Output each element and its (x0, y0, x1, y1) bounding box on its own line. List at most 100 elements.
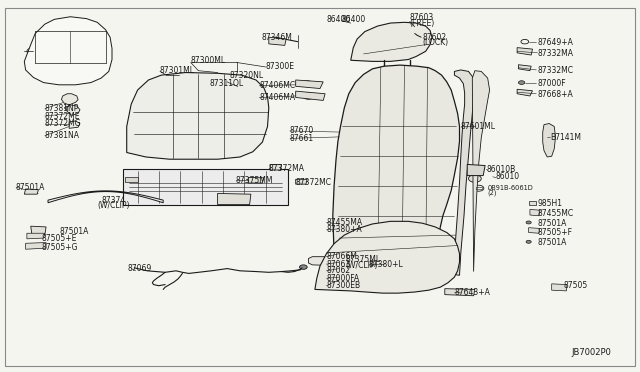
Circle shape (303, 93, 314, 99)
Polygon shape (123, 169, 288, 205)
Polygon shape (517, 48, 532, 55)
Circle shape (526, 240, 531, 243)
Polygon shape (296, 80, 323, 89)
Text: 87375MM: 87375MM (236, 176, 273, 185)
Text: 87332MC: 87332MC (538, 66, 573, 75)
Text: 87066M: 87066M (326, 252, 357, 261)
Text: 985H1: 985H1 (538, 199, 563, 208)
Text: 87455MA: 87455MA (326, 218, 362, 227)
Text: 87300E: 87300E (266, 62, 294, 71)
Text: 87603: 87603 (410, 13, 434, 22)
Text: 87063: 87063 (326, 260, 351, 269)
Polygon shape (248, 177, 264, 183)
Text: 86010B: 86010B (486, 165, 516, 174)
Text: 87381NP: 87381NP (45, 104, 79, 113)
Text: 87372MA: 87372MA (269, 164, 305, 173)
Text: 86400: 86400 (342, 15, 366, 24)
Circle shape (235, 197, 245, 203)
Polygon shape (296, 91, 325, 100)
Polygon shape (31, 226, 46, 235)
Text: B7141M: B7141M (550, 133, 581, 142)
Text: 87455MC: 87455MC (538, 209, 573, 218)
Text: 87374: 87374 (101, 196, 125, 205)
Polygon shape (518, 65, 531, 71)
Text: 87332MA: 87332MA (538, 49, 573, 58)
Text: 87406MC: 87406MC (259, 81, 295, 90)
Circle shape (300, 265, 307, 269)
Polygon shape (48, 191, 163, 203)
Polygon shape (333, 65, 460, 280)
Polygon shape (125, 177, 138, 182)
Text: 87380+L: 87380+L (369, 260, 403, 269)
Text: 87501A: 87501A (538, 219, 567, 228)
Text: 87300EB: 87300EB (326, 281, 360, 290)
Text: (W/CLIP): (W/CLIP) (346, 261, 378, 270)
Polygon shape (529, 228, 540, 233)
Text: 87375ML: 87375ML (346, 255, 381, 264)
Text: 86400: 86400 (326, 15, 351, 24)
Text: 87311QL: 87311QL (209, 79, 243, 88)
Text: (LOCK): (LOCK) (422, 38, 449, 47)
Text: 87643+A: 87643+A (454, 288, 490, 296)
Text: 87649+A: 87649+A (538, 38, 573, 47)
Text: 87372ME: 87372ME (45, 112, 80, 121)
Polygon shape (24, 189, 38, 194)
Polygon shape (351, 22, 432, 61)
Polygon shape (315, 221, 460, 293)
Text: 87000F: 87000F (538, 79, 566, 88)
Circle shape (526, 221, 531, 224)
Polygon shape (27, 233, 45, 239)
Text: 87406MA: 87406MA (259, 93, 295, 102)
Polygon shape (69, 121, 80, 128)
Text: 87062: 87062 (326, 266, 351, 275)
Polygon shape (529, 201, 536, 205)
Text: 87381NA: 87381NA (45, 131, 80, 140)
Text: 87505: 87505 (563, 281, 588, 290)
Circle shape (34, 230, 40, 233)
Polygon shape (530, 209, 540, 216)
Circle shape (302, 81, 312, 87)
Text: (W/CLIP): (W/CLIP) (97, 201, 130, 210)
Text: 87301ML: 87301ML (160, 66, 195, 75)
Text: 87320NL: 87320NL (229, 71, 263, 80)
Circle shape (97, 48, 110, 55)
Circle shape (65, 106, 70, 109)
Text: 87602: 87602 (422, 33, 447, 42)
Text: 87505+E: 87505+E (42, 234, 77, 243)
Text: 87000FA: 87000FA (326, 274, 360, 283)
Text: 87372MC: 87372MC (296, 178, 332, 187)
Polygon shape (127, 73, 269, 159)
Text: 87501A: 87501A (16, 183, 45, 192)
Text: 87668+A: 87668+A (538, 90, 573, 99)
Circle shape (468, 175, 481, 182)
Polygon shape (26, 243, 46, 249)
Text: 0B91B-6061D: 0B91B-6061D (488, 185, 533, 191)
Polygon shape (552, 284, 567, 291)
Text: 87069: 87069 (128, 264, 152, 273)
Text: JB7002P0: JB7002P0 (572, 348, 611, 357)
Polygon shape (269, 37, 286, 45)
Text: 87505+F: 87505+F (538, 228, 573, 237)
Polygon shape (24, 17, 112, 85)
Text: (2): (2) (488, 190, 497, 196)
Polygon shape (270, 164, 282, 170)
Polygon shape (543, 124, 556, 157)
Polygon shape (61, 94, 78, 105)
Polygon shape (445, 289, 475, 296)
Circle shape (27, 48, 40, 55)
Polygon shape (467, 164, 485, 176)
Circle shape (222, 197, 232, 203)
Text: 87670: 87670 (290, 126, 314, 135)
Polygon shape (296, 179, 307, 184)
Text: 87661: 87661 (290, 134, 314, 143)
Polygon shape (472, 71, 490, 272)
Text: 87300ML: 87300ML (191, 56, 226, 65)
Text: (FREE): (FREE) (410, 19, 435, 28)
Text: 87505+G: 87505+G (42, 243, 78, 252)
Text: 87372MG: 87372MG (45, 119, 81, 128)
Text: 87501A: 87501A (538, 238, 567, 247)
Circle shape (252, 178, 260, 183)
Bar (44, 46, 68, 61)
Text: 86010: 86010 (496, 172, 520, 181)
Circle shape (518, 81, 525, 84)
